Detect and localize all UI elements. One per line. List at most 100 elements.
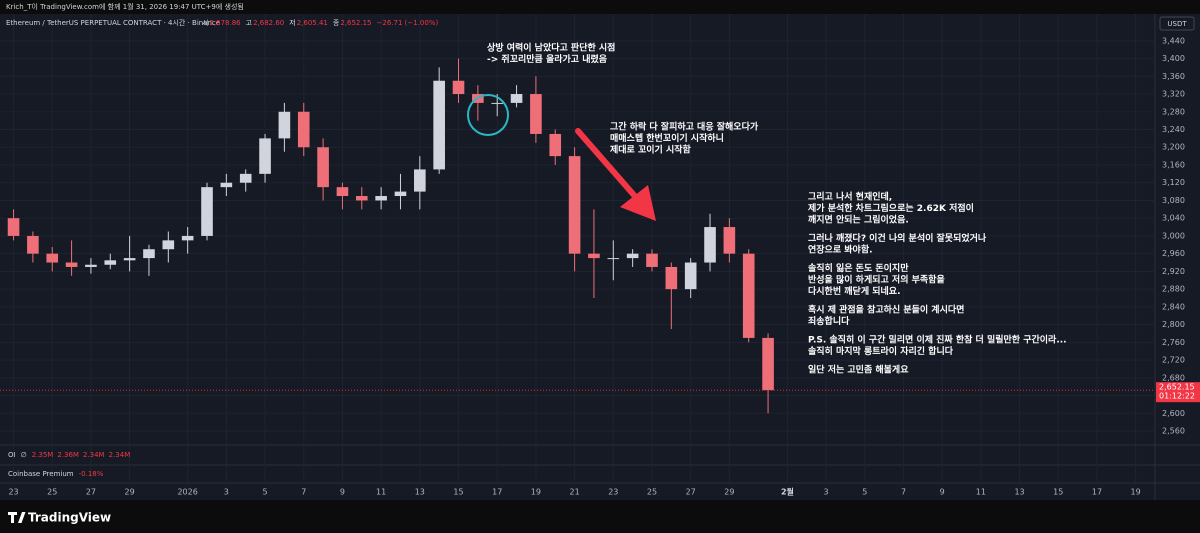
annotation-line: 상방 여력이 남았다고 판단한 시점 bbox=[487, 42, 615, 54]
y-tick-label: 2,920 bbox=[1162, 267, 1185, 276]
candle-body bbox=[85, 264, 97, 267]
x-tick-label: 2026 bbox=[177, 488, 197, 497]
ohlc-key: 고 bbox=[246, 19, 253, 27]
x-tick-label: 27 bbox=[686, 488, 696, 497]
candle-body bbox=[297, 111, 310, 148]
symbol-title: Ethereum / TetherUS PERPETUAL CONTRACT ·… bbox=[6, 18, 220, 27]
candle-body bbox=[549, 133, 562, 157]
candle-body bbox=[375, 196, 387, 201]
candle-body bbox=[104, 260, 117, 265]
candle-body bbox=[723, 227, 736, 254]
y-tick-label: 3,400 bbox=[1162, 54, 1185, 63]
candle-body bbox=[123, 258, 136, 261]
x-tick-label: 11 bbox=[376, 488, 386, 497]
candle-body bbox=[414, 169, 426, 192]
candle-body bbox=[27, 235, 39, 254]
y-tick-label: 2,760 bbox=[1162, 338, 1185, 347]
x-tick-label: 9 bbox=[340, 488, 345, 497]
indicator-name: OI bbox=[8, 451, 16, 459]
currency-box bbox=[1159, 16, 1195, 31]
candle-body bbox=[220, 182, 233, 188]
y-tick-label: 3,080 bbox=[1162, 196, 1185, 205]
candle-body bbox=[607, 258, 620, 260]
chart-bg bbox=[0, 14, 1200, 500]
candle-body bbox=[65, 262, 78, 267]
ohlc-value: 2,605.41 bbox=[297, 19, 328, 27]
arrow-shaft bbox=[575, 128, 643, 205]
ohlc-key: 저 bbox=[289, 18, 295, 27]
candle-body bbox=[201, 187, 213, 236]
candle-body bbox=[452, 80, 465, 95]
last-price-box bbox=[1156, 382, 1200, 403]
y-tick-label: 2,880 bbox=[1162, 285, 1185, 294]
credit: Krich_T이 TradingView.com에 함께 1월 31, 2026… bbox=[6, 2, 244, 11]
indicator-name: Coinbase Premium bbox=[8, 470, 74, 478]
indicator-icon: ∅ bbox=[21, 451, 27, 459]
candle-body bbox=[626, 253, 639, 259]
candle-body bbox=[742, 253, 755, 338]
annotation-line: 제대로 꼬이기 시작함 bbox=[610, 144, 692, 156]
ohlc-change: −26.71 (−1.00%) bbox=[377, 19, 439, 27]
annotation-line: 깨지면 안되는 그림이었음. bbox=[808, 214, 909, 226]
annotation-line: 연장으로 봐야함. bbox=[808, 244, 873, 256]
top-bar bbox=[0, 0, 1200, 14]
x-tick-label: 7 bbox=[301, 488, 306, 497]
annotation-line: 솔직히 마지막 롱트라이 자리긴 합니다 bbox=[808, 345, 954, 357]
brand: TradingView bbox=[8, 511, 111, 525]
annotation-line: 솔직히 잃은 돈도 돈이지만 bbox=[808, 262, 909, 274]
ohlc-value: 2,652.15 bbox=[340, 19, 371, 27]
candle-body bbox=[317, 147, 329, 188]
last-price-label: 2,652.15 bbox=[1159, 383, 1195, 392]
y-tick-label: 3,200 bbox=[1162, 143, 1185, 152]
y-tick-label: 2,600 bbox=[1162, 409, 1185, 418]
candle-body bbox=[646, 253, 658, 267]
highlight-circle bbox=[467, 94, 509, 136]
x-tick-label: 13 bbox=[1014, 488, 1024, 497]
candle-body bbox=[143, 249, 155, 259]
x-tick-label: 5 bbox=[862, 488, 867, 497]
ohlc-key: 종 bbox=[333, 19, 340, 27]
candle-body bbox=[491, 102, 504, 104]
candle-body bbox=[568, 156, 581, 254]
x-tick-label: 23 bbox=[8, 488, 18, 497]
candle-body bbox=[46, 253, 59, 263]
candle-body bbox=[433, 80, 445, 170]
x-tick-label: 23 bbox=[608, 488, 618, 497]
candle-body bbox=[684, 262, 697, 290]
brand-logo bbox=[8, 512, 26, 523]
y-tick-label: 2,560 bbox=[1162, 427, 1185, 436]
indicators: OI ∅ 2.35M 2.36M 2.34M 2.34M Coinbase Premium -… bbox=[8, 451, 130, 478]
candle-body bbox=[239, 173, 252, 183]
indicator-value: 2.36M bbox=[57, 451, 79, 459]
annotation-line: 반성을 많이 하게되고 저의 부족함을 bbox=[808, 274, 945, 286]
annotation-line: 일단 저는 고민좀 해볼게요 bbox=[808, 364, 909, 376]
x-tick-label: 3 bbox=[824, 488, 829, 497]
y-tick-label: 3,440 bbox=[1162, 36, 1185, 45]
annotation-line: 죄송합니다 bbox=[808, 315, 850, 327]
x-tick-label: 21 bbox=[570, 488, 580, 497]
indicator-value: -0.18% bbox=[79, 470, 104, 478]
countdown: 01:12:22 bbox=[1159, 392, 1195, 401]
x-tick-label: 15 bbox=[1053, 488, 1063, 497]
x-tick-label: 25 bbox=[47, 488, 57, 497]
ohlc-value: 2,682.60 bbox=[253, 19, 284, 27]
currency: USDT bbox=[1167, 20, 1187, 28]
y-tick-label: 3,320 bbox=[1162, 90, 1185, 99]
indicator-value: 2.34M bbox=[109, 451, 131, 459]
brand-name: TradingView bbox=[28, 511, 111, 525]
annotation-line: 제가 분석한 차트그림으로는 2.62K 저점이 bbox=[808, 202, 974, 214]
candle-body bbox=[704, 227, 716, 263]
candle-body bbox=[762, 337, 774, 391]
candle-body bbox=[7, 218, 20, 236]
x-tick-label: 9 bbox=[940, 488, 945, 497]
indicator-value: 2.35M bbox=[32, 451, 54, 459]
candle-body bbox=[394, 191, 407, 197]
candle-body bbox=[162, 240, 175, 250]
x-tick-label: 5 bbox=[263, 488, 268, 497]
x-tick-label: 15 bbox=[453, 488, 463, 497]
y-tick-label: 3,360 bbox=[1162, 72, 1185, 81]
x-tick-label: 25 bbox=[647, 488, 657, 497]
indicator-value: 2.34M bbox=[83, 451, 105, 459]
